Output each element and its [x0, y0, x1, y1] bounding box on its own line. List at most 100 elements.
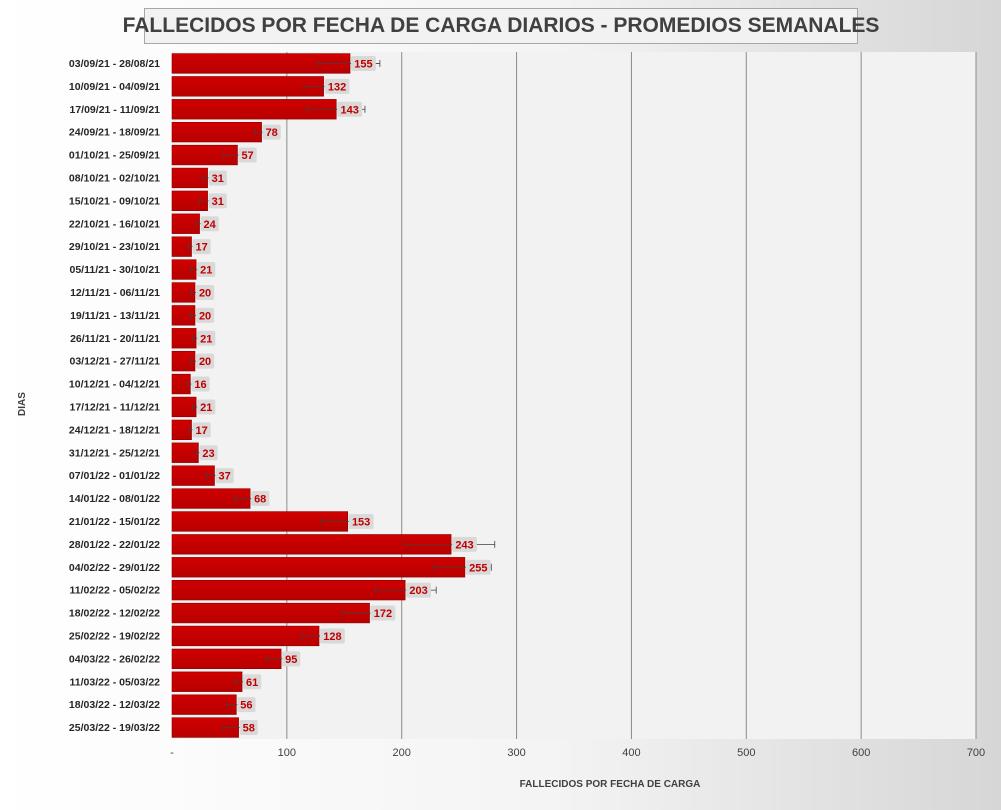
category-label: 03/09/21 - 28/08/21	[69, 58, 160, 70]
category-label: 26/11/21 - 20/11/21	[70, 333, 160, 345]
data-label-box	[452, 536, 477, 552]
data-label: 23	[202, 448, 214, 460]
category-label: 21/01/22 - 15/01/22	[69, 516, 160, 528]
category-label: 11/02/22 - 05/02/22	[70, 585, 161, 597]
data-label-box	[282, 651, 301, 667]
data-label-box	[208, 193, 227, 209]
x-axis-label: FALLECIDOS POR FECHA DE CARGA	[520, 779, 701, 790]
bar	[171, 419, 192, 440]
data-label: 95	[285, 654, 297, 666]
data-label-box	[195, 307, 215, 323]
data-label: 31	[212, 173, 224, 185]
data-label-box	[237, 697, 256, 713]
x-tick-labels-group: - 100 200 300 400 500 600 700	[170, 747, 985, 759]
data-label: 20	[199, 310, 211, 322]
bars-group	[171, 53, 466, 738]
category-label: 03/12/21 - 27/11/21	[70, 356, 161, 368]
bar	[171, 442, 199, 463]
chart-title-box: FALLECIDOS POR FECHA DE CARGA DIARIOS - …	[123, 8, 879, 44]
category-label: 18/03/22 - 12/03/22	[69, 699, 160, 711]
x-tick-label: 700	[967, 747, 985, 759]
data-label: 255	[469, 562, 487, 574]
data-label: 31	[212, 196, 224, 208]
x-tick-label: 500	[737, 747, 755, 759]
category-label: 24/12/21 - 18/12/21	[69, 424, 160, 436]
category-label: 25/02/22 - 19/02/22	[69, 630, 160, 642]
data-label-box	[215, 468, 234, 484]
bar	[171, 602, 370, 624]
chart-title: FALLECIDOS POR FECHA DE CARGA DIARIOS - …	[122, 14, 880, 37]
data-label: 132	[328, 81, 346, 93]
data-label: 58	[243, 723, 255, 735]
data-label: 21	[200, 265, 212, 277]
data-label: 57	[241, 150, 253, 162]
data-label-box	[197, 262, 216, 278]
category-label: 05/11/21 - 30/10/21	[70, 264, 161, 276]
data-label: 24	[204, 219, 217, 231]
data-label-box	[465, 559, 491, 575]
data-label: 155	[354, 58, 372, 70]
data-label-box	[192, 239, 211, 255]
x-tick-label: 200	[393, 747, 411, 759]
x-tick-label: 100	[278, 747, 296, 759]
bar	[171, 580, 406, 601]
bar	[171, 625, 320, 647]
data-label-box	[197, 330, 216, 346]
data-label-box	[239, 720, 258, 736]
category-label: 18/02/22 - 12/02/22	[69, 608, 160, 620]
data-label: 21	[200, 402, 212, 414]
data-label: 17	[196, 242, 208, 254]
data-label-box	[238, 147, 257, 163]
data-label-box	[324, 78, 350, 94]
bar	[171, 167, 208, 189]
data-label-box	[243, 674, 262, 690]
data-label-box	[192, 422, 211, 438]
data-label: 203	[409, 585, 427, 597]
data-label: 21	[200, 333, 212, 345]
category-label: 04/02/22 - 29/01/22	[69, 562, 160, 574]
data-labels-group: 155 132 143 78 57 31 31 24 17 21 20 20 21 20 16 21 17 23 3…	[191, 55, 491, 736]
data-label-box	[320, 628, 345, 644]
bar	[171, 648, 282, 669]
category-label: 19/11/21 - 13/11/21	[70, 310, 160, 322]
category-label: 11/03/22 - 05/03/22	[70, 676, 161, 688]
data-label-box	[351, 55, 376, 71]
category-label: 17/09/21 - 11/09/21	[70, 104, 161, 116]
gridlines	[286, 52, 977, 739]
category-label: 22/10/21 - 16/10/21	[69, 218, 160, 230]
category-label: 29/10/21 - 23/10/21	[69, 241, 160, 253]
category-label: 14/01/22 - 08/01/22	[69, 493, 160, 505]
data-label: 20	[199, 356, 211, 368]
data-label-box	[199, 445, 218, 461]
bar	[171, 694, 237, 715]
category-labels-group: 03/09/21 - 28/08/21 10/09/21 - 04/09/21 17…	[69, 58, 160, 734]
data-label-box	[191, 376, 210, 392]
data-label: 243	[455, 539, 473, 551]
data-label: 16	[194, 379, 206, 391]
data-label: 153	[352, 516, 370, 528]
x-tick-label: 300	[507, 747, 525, 759]
data-label: 78	[266, 127, 278, 139]
x-tick-label: -	[170, 747, 174, 759]
data-label-box	[197, 399, 216, 415]
data-label: 37	[218, 471, 230, 483]
data-label: 172	[374, 608, 392, 620]
category-label: 17/12/21 - 11/12/21	[70, 401, 161, 413]
data-label: 17	[196, 425, 208, 437]
data-label: 68	[254, 494, 266, 506]
plot-area	[172, 52, 976, 739]
category-label: 31/12/21 - 25/12/21	[69, 447, 160, 459]
x-tick-label: 600	[852, 747, 870, 759]
category-label: 07/01/22 - 01/01/22	[69, 470, 160, 482]
data-label: 20	[199, 287, 211, 299]
data-label-box	[195, 284, 215, 300]
data-label-box	[251, 491, 270, 507]
data-label-box	[195, 353, 215, 369]
bar	[171, 213, 200, 234]
bar	[171, 557, 466, 578]
category-label: 08/10/21 - 02/10/21	[69, 172, 160, 184]
bar	[171, 76, 324, 97]
data-label-box	[406, 582, 431, 598]
category-label: 12/11/21 - 06/11/21	[70, 287, 160, 299]
